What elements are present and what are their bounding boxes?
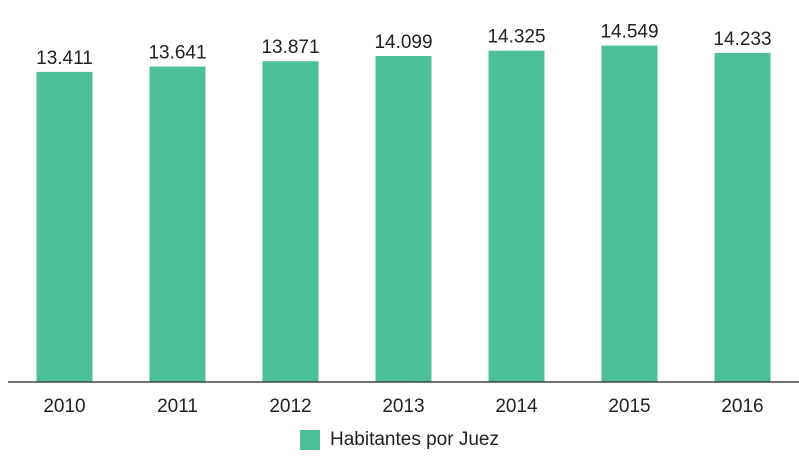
bar-2011: [149, 66, 206, 382]
x-tick-label-2010: 2010: [43, 396, 85, 417]
bars-group: [36, 45, 771, 383]
value-labels-group: 13.411 13.641 13.871 14.099 14.325 14.549 14.2…: [36, 22, 771, 69]
x-tick-label-2013: 2013: [382, 396, 424, 417]
value-label-2015: 14.549: [600, 22, 658, 43]
bar-2013: [375, 56, 432, 382]
x-tick-label-2012: 2012: [269, 396, 311, 417]
bar-2010: [36, 71, 93, 383]
value-label-2014: 14.325: [487, 27, 545, 48]
bar-2014: [488, 50, 545, 382]
value-label-2013: 14.099: [374, 32, 432, 53]
legend-label: Habitantes por Juez: [330, 429, 499, 450]
legend: Habitantes por Juez: [0, 426, 799, 454]
value-label-2011: 13.641: [148, 43, 206, 64]
value-label-2012: 13.871: [261, 37, 319, 58]
value-label-2016: 14.233: [713, 29, 771, 50]
value-label-2010: 13.411: [36, 48, 93, 69]
x-tick-label-2015: 2015: [608, 396, 650, 417]
bar-2012: [262, 61, 319, 382]
x-tick-label-2016: 2016: [721, 396, 763, 417]
bar-2015: [601, 45, 658, 382]
legend-swatch: [300, 430, 320, 450]
bar-2016: [714, 52, 771, 383]
x-tick-label-2011: 2011: [157, 396, 198, 417]
x-tick-labels-group: 2010 2011 2012 2013 2014 2015 2016: [43, 396, 763, 417]
x-tick-label-2014: 2014: [495, 396, 538, 417]
